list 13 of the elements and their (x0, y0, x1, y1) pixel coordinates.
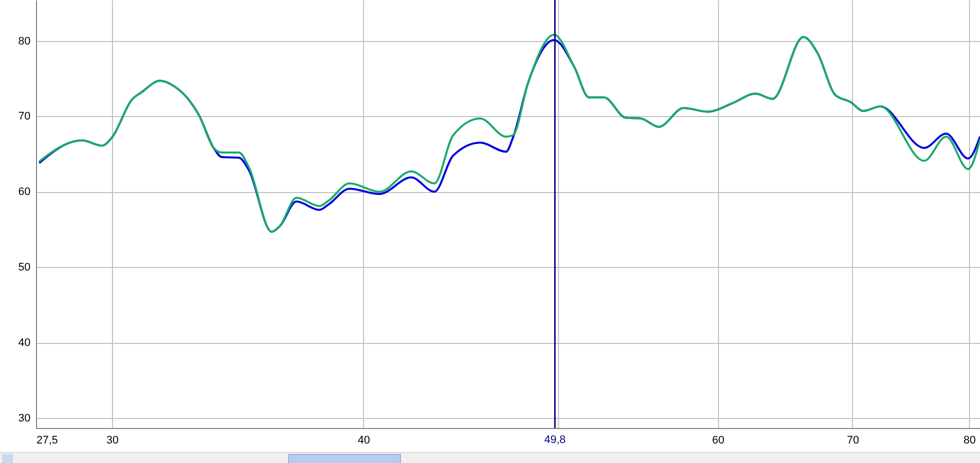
y-tick-label: 80 (18, 35, 30, 48)
x-tick-label: 30 (106, 434, 119, 446)
x-tick-label: 60 (712, 434, 724, 446)
y-tick-label: 70 (18, 110, 30, 123)
x-tick-label: 80 (964, 434, 976, 446)
y-tick-label: 50 (18, 262, 30, 274)
x-tick-label: 40 (358, 434, 370, 446)
y-tick-label: 30 (18, 412, 30, 425)
x-tick-label: 27,5 (36, 434, 58, 446)
ref-line-label: 49,8 (544, 434, 566, 446)
y-tick-label: 60 (18, 186, 30, 198)
y-tick-label: 40 (18, 337, 30, 350)
x-tick-label: 70 (846, 434, 860, 446)
